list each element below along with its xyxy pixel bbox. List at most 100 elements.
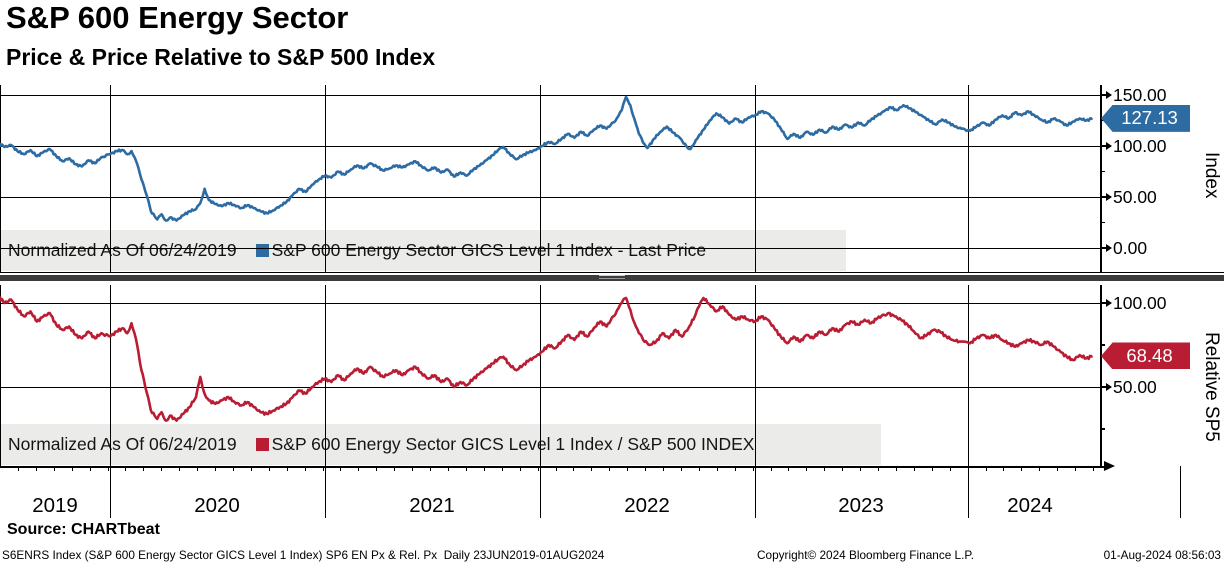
footer-datetime: 01-Aug-2024 08:56:03 bbox=[1103, 548, 1221, 562]
x-minor-tick bbox=[108, 466, 109, 471]
x-minor-tick bbox=[520, 466, 521, 471]
y-major-tick bbox=[1100, 386, 1107, 388]
y-minor-tick bbox=[1100, 221, 1105, 224]
x-minor-tick bbox=[842, 466, 843, 471]
x-minor-tick bbox=[1003, 466, 1004, 471]
gridline bbox=[0, 387, 1100, 388]
x-minor-tick bbox=[645, 466, 646, 471]
x-minor-tick bbox=[860, 466, 861, 471]
x-minor-tick bbox=[753, 466, 754, 471]
year-gridline bbox=[755, 285, 756, 466]
x-minor-tick bbox=[681, 466, 682, 471]
relative-last-value-tag: 68.48 bbox=[1101, 342, 1190, 370]
x-minor-tick bbox=[233, 466, 234, 471]
price-last-value: 127.13 bbox=[1121, 107, 1178, 129]
y-tick-arrow-icon bbox=[1106, 193, 1112, 201]
y-minor-tick bbox=[1100, 344, 1105, 346]
x-minor-tick bbox=[1093, 466, 1094, 471]
x-minor-tick bbox=[735, 466, 736, 471]
price-line bbox=[0, 95, 1094, 222]
year-gridline bbox=[325, 85, 326, 272]
x-year-label: 2024 bbox=[1007, 494, 1053, 517]
y-tick-label: 50.00 bbox=[1113, 187, 1157, 207]
x-minor-tick bbox=[806, 466, 807, 471]
x-axis-arrow-icon bbox=[1104, 461, 1115, 471]
x-minor-tick bbox=[215, 466, 216, 471]
x-minor-tick bbox=[663, 466, 664, 471]
page-title: S&P 600 Energy Sector bbox=[6, 0, 349, 35]
x-minor-tick bbox=[502, 466, 503, 471]
x-minor-tick bbox=[1021, 466, 1022, 471]
price-last-value-tag: 127.13 bbox=[1101, 104, 1190, 132]
x-minor-tick bbox=[394, 466, 395, 471]
x-minor-tick bbox=[788, 466, 789, 471]
x-minor-tick bbox=[932, 466, 933, 471]
year-gridline bbox=[540, 285, 541, 466]
x-year-tick bbox=[110, 466, 111, 518]
y-axis-line bbox=[1100, 285, 1102, 466]
y-axis-title-relative: Relative SP5 bbox=[1201, 332, 1222, 442]
x-minor-tick bbox=[54, 466, 55, 471]
x-year-label: 2022 bbox=[624, 494, 670, 517]
x-minor-tick bbox=[699, 466, 700, 471]
x-minor-tick bbox=[287, 466, 288, 471]
x-minor-tick bbox=[466, 466, 467, 471]
x-minor-tick bbox=[179, 466, 180, 471]
plot-left-edge bbox=[0, 85, 1, 272]
y-minor-tick bbox=[1100, 119, 1105, 122]
x-minor-tick bbox=[896, 466, 897, 471]
y-tick-arrow-icon bbox=[1106, 244, 1112, 252]
gridline bbox=[0, 95, 1100, 96]
gridline bbox=[0, 146, 1100, 147]
x-minor-tick bbox=[251, 466, 252, 471]
y-axis-line bbox=[1100, 85, 1102, 272]
x-minor-tick bbox=[161, 466, 162, 471]
splitter-handle-icon[interactable] bbox=[599, 275, 625, 279]
x-minor-tick bbox=[824, 466, 825, 471]
x-year-label: 2021 bbox=[409, 494, 455, 517]
footer-security-info: S6ENRS Index (S&P 600 Energy Sector GICS… bbox=[2, 548, 605, 562]
y-major-tick bbox=[1100, 94, 1107, 96]
year-gridline bbox=[755, 85, 756, 272]
x-minor-tick bbox=[591, 466, 592, 471]
y-tick-arrow-icon bbox=[1106, 142, 1112, 150]
year-gridline bbox=[540, 85, 541, 272]
year-gridline bbox=[968, 285, 969, 466]
year-gridline bbox=[110, 285, 111, 466]
gridline bbox=[0, 303, 1100, 304]
normalized-as-of-label: Normalized As Of 06/24/2019 bbox=[8, 240, 237, 260]
legend-strip-relative: Normalized As Of 06/24/2019 S&P 600 Ener… bbox=[0, 424, 881, 465]
gridline bbox=[0, 197, 1100, 198]
y-minor-tick bbox=[1100, 170, 1105, 173]
relative-series-legend-label: S&P 600 Energy Sector GICS Level 1 Index… bbox=[271, 434, 755, 454]
y-tick-arrow-icon bbox=[1106, 91, 1112, 99]
price-series-swatch-icon bbox=[255, 244, 269, 257]
year-gridline bbox=[110, 85, 111, 272]
x-minor-tick bbox=[412, 466, 413, 471]
y-major-tick bbox=[1100, 145, 1107, 147]
page-subtitle: Price & Price Relative to S&P 500 Index bbox=[6, 44, 436, 70]
x-minor-tick bbox=[573, 466, 574, 471]
x-minor-tick bbox=[36, 466, 37, 471]
x-year-label: 2020 bbox=[194, 494, 240, 517]
x-minor-tick bbox=[914, 466, 915, 471]
y-tick-label: 50.00 bbox=[1113, 377, 1157, 397]
x-year-label: 2019 bbox=[32, 494, 78, 517]
x-minor-tick bbox=[143, 466, 144, 471]
y-tick-arrow-icon bbox=[1106, 383, 1112, 391]
x-minor-tick bbox=[771, 466, 772, 471]
x-minor-tick bbox=[1075, 466, 1076, 471]
x-year-label: 2023 bbox=[838, 494, 884, 517]
x-minor-tick bbox=[269, 466, 270, 471]
x-minor-tick bbox=[1057, 466, 1058, 471]
x-minor-tick bbox=[340, 466, 341, 471]
x-minor-tick bbox=[72, 466, 73, 471]
source-line: Source: CHARTbeat bbox=[7, 521, 160, 538]
relative-line bbox=[0, 295, 1094, 422]
x-minor-tick bbox=[358, 466, 359, 471]
y-tick-label: 100.00 bbox=[1113, 136, 1167, 156]
y-major-tick bbox=[1100, 302, 1107, 304]
